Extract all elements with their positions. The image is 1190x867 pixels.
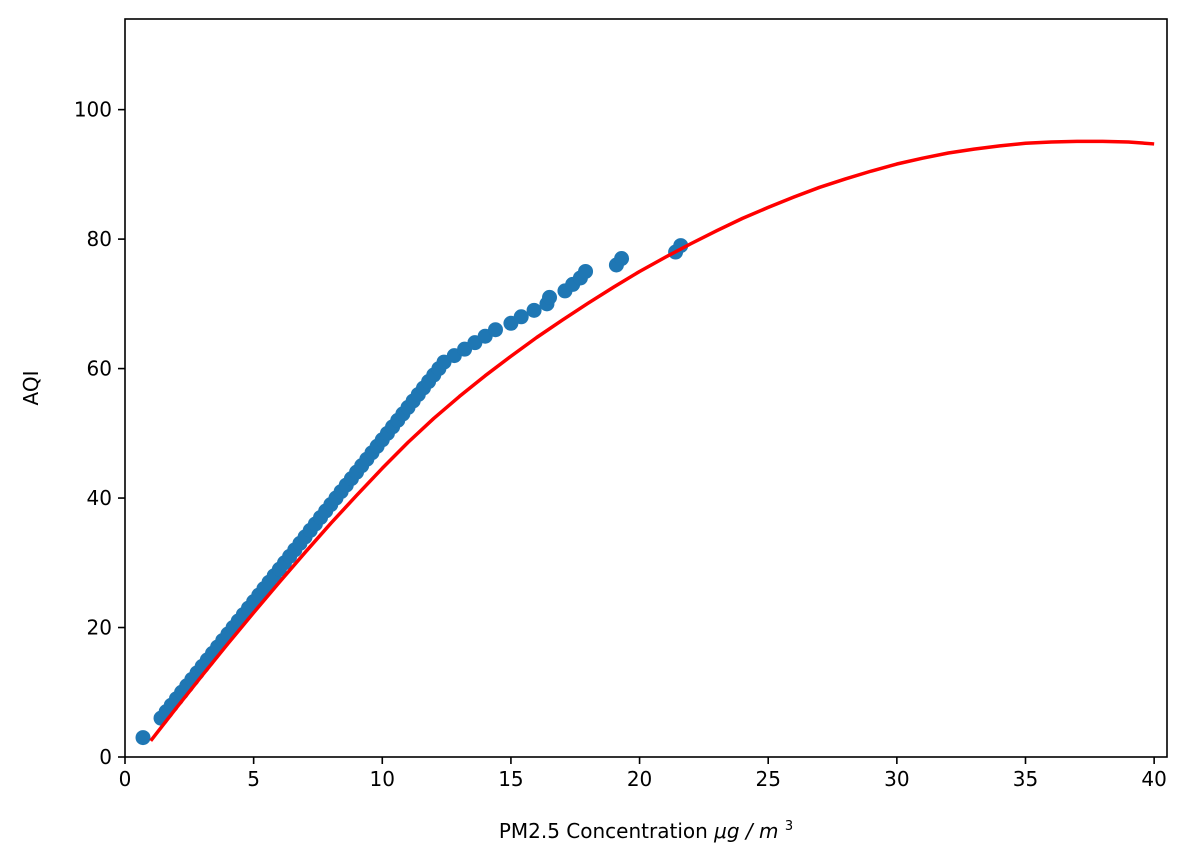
- x-tick-label: 40: [1141, 767, 1166, 791]
- y-axis-label: AQI: [19, 371, 43, 406]
- y-tick-label: 80: [87, 227, 112, 251]
- x-tick-label: 10: [370, 767, 395, 791]
- scatter-point: [526, 302, 542, 318]
- plot-frame: [124, 18, 1168, 758]
- y-tick-label: 20: [87, 616, 112, 640]
- x-axis-label-text: PM2.5 Concentration: [499, 819, 708, 843]
- x-axis-label-unit: μg / m: [713, 819, 778, 843]
- x-tick-label: 35: [1013, 767, 1038, 791]
- fit-curve: [149, 139, 1155, 742]
- scatter-point: [135, 730, 151, 746]
- scatter-point: [578, 263, 594, 279]
- scatter-point: [487, 322, 503, 338]
- y-axis: 0 20 40 60 80 100: [74, 98, 125, 769]
- x-tick-label: 5: [247, 767, 260, 791]
- x-tick-label: 15: [498, 767, 523, 791]
- x-axis-label-unit-exponent: 3: [785, 819, 793, 834]
- plot-marks: [135, 139, 1155, 746]
- x-tick-label: 25: [755, 767, 780, 791]
- scatter-point: [513, 309, 529, 325]
- x-tick-label: 20: [627, 767, 652, 791]
- y-tick-label: 40: [87, 486, 112, 510]
- x-tick-label: 0: [119, 767, 132, 791]
- x-tick-label: 30: [884, 767, 909, 791]
- scatter-point: [542, 289, 558, 305]
- y-tick-label: 0: [99, 745, 112, 769]
- x-axis-label: PM2.5 Concentration μg / m 3: [499, 819, 793, 843]
- scatter-point: [614, 251, 630, 267]
- y-tick-label: 60: [87, 357, 112, 381]
- x-axis: 0 5 10 15 20 25 30 35 40: [119, 757, 1167, 791]
- y-tick-label: 100: [74, 98, 112, 122]
